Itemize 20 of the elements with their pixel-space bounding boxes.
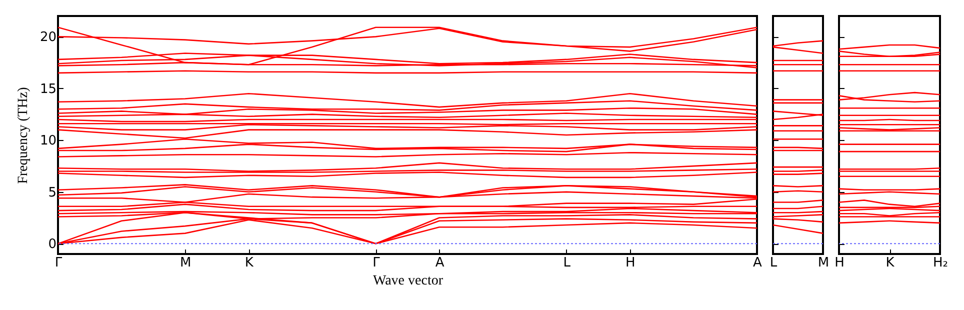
x-tick-label: K [886, 256, 895, 270]
y-axis-title: Frequency (THz) [16, 86, 31, 184]
x-tick-label: H₂ [933, 256, 948, 270]
y-tick-label: 20 [40, 30, 56, 46]
x-tick-label: Γ [372, 256, 381, 270]
x-tick-label: Γ [54, 256, 63, 270]
x-tick-label: M [818, 256, 830, 270]
x-axis-title: Wave vector [373, 274, 444, 288]
y-tick-label: 0 [48, 237, 56, 252]
y-tick-label: 5 [48, 185, 56, 200]
x-tick-label: A [753, 256, 762, 270]
x-tick-label: H [834, 256, 844, 270]
x-tick-label: A [435, 256, 444, 270]
x-tick-label: L [770, 256, 778, 270]
x-tick-label: L [563, 256, 572, 270]
y-tick-label: 10 [40, 134, 56, 149]
x-tick-label: H [626, 256, 636, 270]
x-tick-label: M [180, 256, 192, 270]
y-tick-label: 15 [40, 82, 56, 97]
x-tick-label: K [244, 256, 254, 270]
